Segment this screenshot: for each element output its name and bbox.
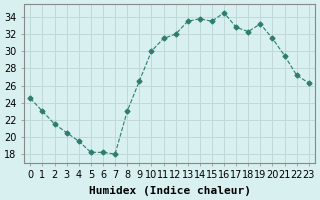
- X-axis label: Humidex (Indice chaleur): Humidex (Indice chaleur): [89, 186, 251, 196]
